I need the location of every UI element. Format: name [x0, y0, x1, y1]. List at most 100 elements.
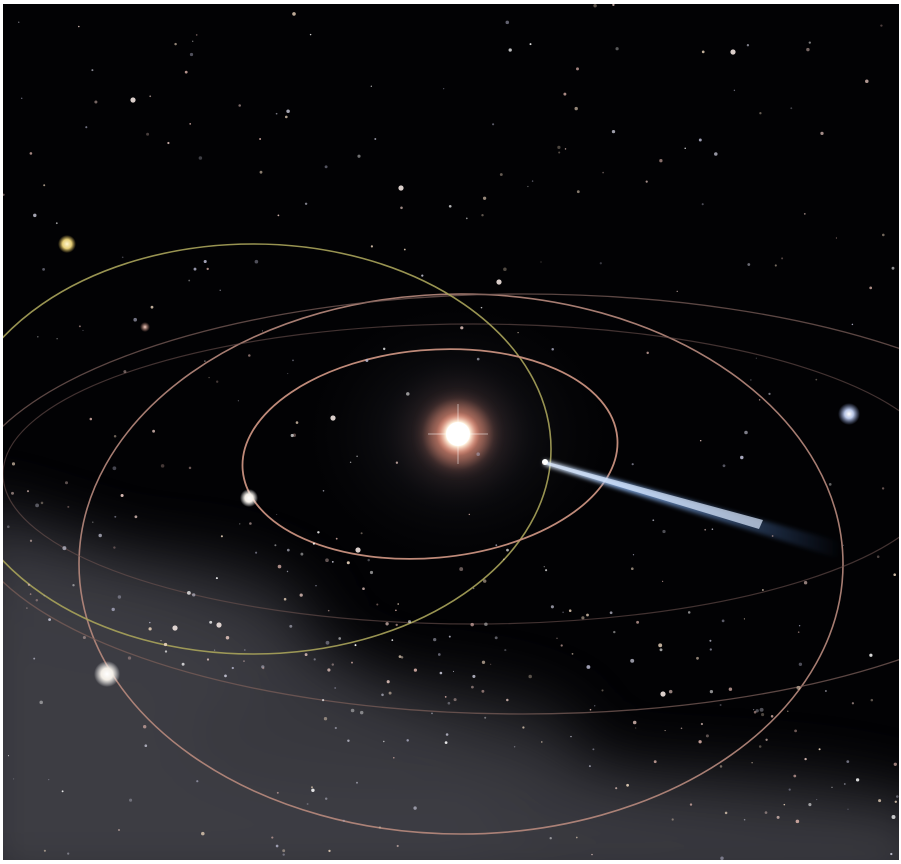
star: [271, 836, 274, 839]
star: [576, 190, 580, 194]
star: [174, 42, 177, 46]
star: [201, 831, 205, 836]
star: [359, 710, 364, 715]
star: [98, 533, 102, 538]
star: [513, 746, 516, 748]
star: [680, 727, 683, 730]
star: [388, 691, 392, 695]
star: [11, 491, 14, 495]
star: [393, 756, 395, 759]
star: [808, 41, 811, 44]
star: [494, 636, 498, 640]
star: [755, 709, 759, 713]
star: [193, 267, 197, 271]
star: [121, 256, 124, 259]
star: [570, 735, 572, 738]
star: [113, 546, 116, 549]
star: [700, 722, 704, 726]
star: [26, 490, 30, 493]
star: [747, 263, 751, 266]
star: [701, 50, 705, 54]
star: [795, 819, 800, 824]
star: [586, 665, 591, 669]
star: [35, 598, 39, 602]
star: [662, 529, 666, 534]
star: [771, 535, 774, 537]
star: [468, 513, 470, 516]
star: [192, 40, 194, 42]
star: [632, 720, 637, 725]
star: [94, 100, 98, 104]
star: [755, 357, 757, 359]
star: [40, 501, 44, 505]
star: [29, 152, 33, 155]
star: [354, 644, 357, 647]
star: [325, 640, 330, 645]
star: [828, 483, 832, 486]
star: [13, 778, 15, 780]
far-orbit: [3, 293, 899, 715]
star: [790, 107, 793, 110]
star: [123, 370, 127, 374]
star: [797, 631, 800, 633]
bright-star: [216, 622, 222, 628]
star: [476, 357, 480, 361]
star: [91, 69, 94, 72]
star: [357, 154, 361, 158]
star: [275, 844, 279, 848]
star: [820, 131, 824, 136]
star: [7, 755, 10, 757]
star: [658, 643, 663, 648]
star: [277, 564, 282, 569]
star: [659, 648, 663, 652]
star: [315, 585, 317, 587]
star: [43, 849, 46, 852]
star: [42, 268, 45, 271]
star: [709, 648, 712, 651]
star: [255, 551, 258, 554]
star: [744, 430, 748, 435]
star: [709, 689, 714, 694]
star: [891, 815, 896, 819]
star: [213, 649, 216, 651]
star: [243, 660, 245, 662]
star: [803, 213, 806, 215]
star: [300, 552, 304, 556]
star: [295, 421, 299, 424]
star: [43, 184, 46, 187]
star: [594, 705, 596, 707]
star: [843, 783, 846, 785]
star: [254, 259, 259, 264]
star: [386, 680, 390, 684]
solar-system-illustration: [3, 4, 899, 860]
star: [751, 762, 753, 764]
star: [761, 589, 764, 591]
star: [292, 12, 296, 16]
star: [331, 561, 334, 563]
star: [484, 622, 488, 626]
star: [484, 716, 487, 719]
star: [189, 52, 194, 57]
star: [204, 360, 206, 362]
star: [661, 580, 664, 583]
star: [746, 44, 750, 47]
star: [564, 148, 567, 150]
star: [18, 21, 20, 23]
star: [286, 548, 290, 552]
star: [696, 656, 699, 660]
star: [593, 4, 597, 8]
bright-star: [130, 97, 136, 103]
star: [406, 739, 409, 742]
star: [117, 595, 122, 599]
star: [249, 522, 252, 525]
star: [120, 493, 124, 498]
star: [626, 783, 629, 787]
star: [149, 621, 151, 624]
star: [328, 849, 331, 853]
star: [224, 674, 227, 678]
star: [275, 112, 278, 115]
star: [365, 359, 369, 362]
star: [758, 399, 761, 401]
star: [878, 799, 882, 803]
star: [220, 535, 223, 538]
